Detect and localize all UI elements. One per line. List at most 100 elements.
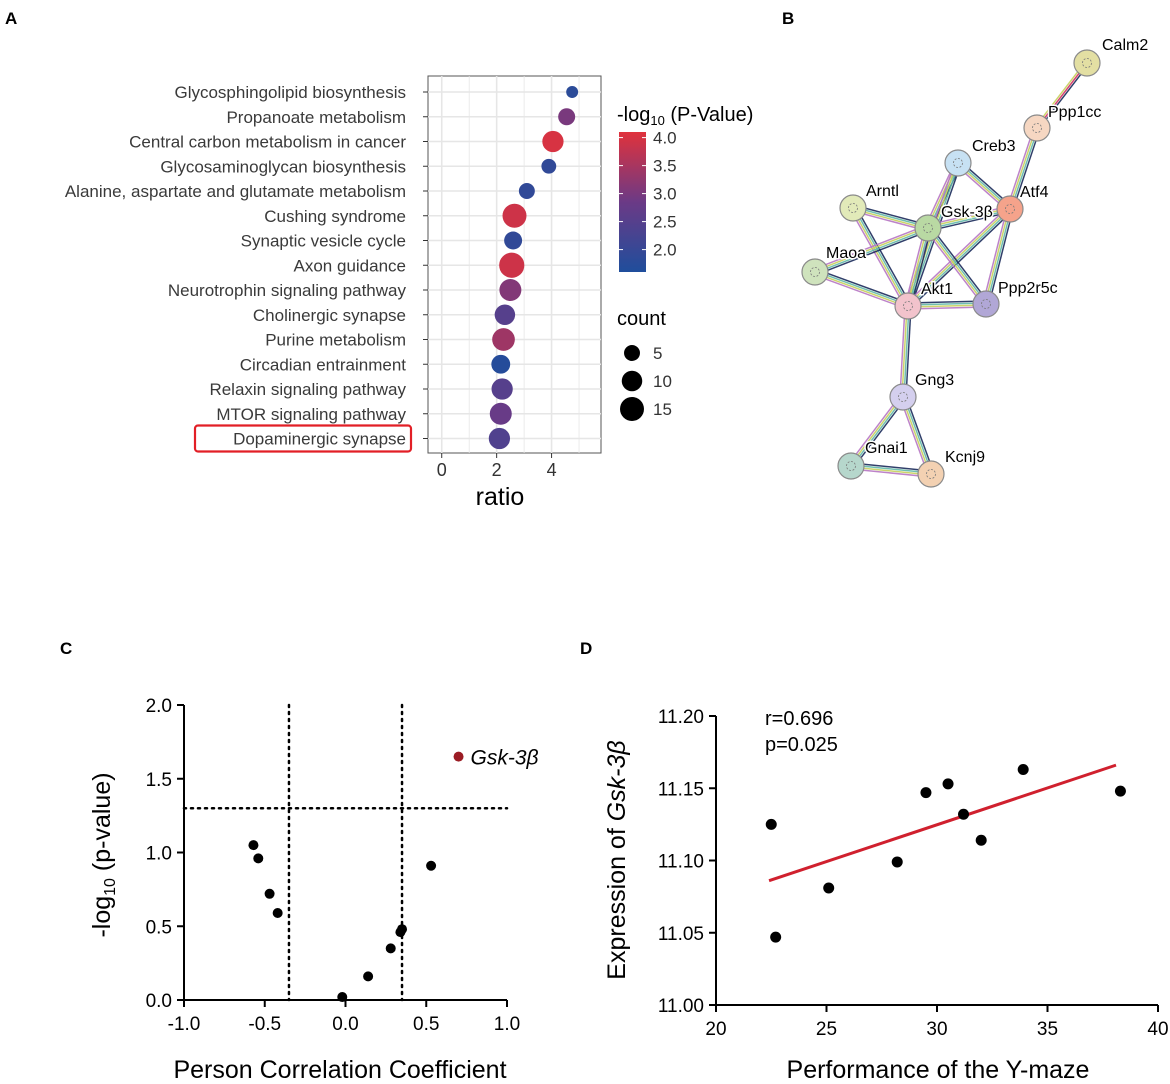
node-label: Arntl [866,183,899,200]
edge-strand [988,209,1014,305]
x-tick-label: 20 [705,1019,726,1040]
bubble [499,279,522,301]
network-edge [899,395,935,476]
network-edge [982,208,1014,305]
network-node: Gnai1 [837,439,909,480]
node-circle [1023,114,1051,142]
node-circle [801,258,829,286]
panel-label-c: C [60,639,72,658]
color-tick-label: 3.0 [653,185,677,204]
annotation-r: r=0.696 [765,708,833,730]
y-tick-label: Cushing syndrome [264,207,406,226]
node-label: Gng3 [915,372,954,389]
node-circle [837,452,865,480]
edge-strand [982,208,1008,304]
data-point [337,992,348,1003]
edge-strand [854,206,912,305]
edge-strand [851,462,932,472]
y-tick-label: 11.10 [658,852,704,873]
data-point [975,834,987,846]
edge-strand [815,228,929,274]
node-structure-icon [1005,204,1015,214]
bubble [499,252,525,278]
edge-strand [851,397,905,468]
y-axis-title: Expression of Gsk-3β [603,740,631,979]
y-tick-label: 1.0 [146,844,172,865]
edge-strand [899,305,906,397]
y-tick-label: 11.05 [658,924,704,945]
node-label: Maoa [826,245,866,262]
enrichment-bubble-chart: Glycosphingolipid biosynthesis Propanoate… [65,75,753,511]
edge-strand [903,396,933,474]
data-point [770,931,782,943]
size-legend-dot [624,345,640,361]
x-tick-label: -0.5 [248,1014,281,1035]
y-tick-label: 11.20 [658,707,704,728]
annotation-p: p=0.025 [765,734,838,756]
bubble [491,378,513,400]
edge-strand [849,209,907,308]
node-structure-icon [981,299,991,309]
node-structure-icon [846,461,856,471]
data-point [248,840,259,851]
network-edge [925,225,989,307]
node-circle [1073,49,1101,77]
edge-strand [814,272,908,308]
color-scale-bar [619,132,646,272]
edge-strand [901,305,908,397]
node-label: Ppp2r5c [998,280,1058,297]
panel-label-d: D [580,639,592,658]
edge-strand [927,207,1010,228]
y-tick-label: Purine metabolism [265,331,406,350]
edge-strand [910,228,932,307]
y-tick-label: 1.5 [146,770,172,791]
panel-label-a: A [5,9,17,28]
network-edge [927,205,1011,232]
edge-strand [853,207,910,306]
data-point [363,971,374,982]
node-structure-icon [926,469,936,479]
network-node: Ppp2r5c [972,279,1059,318]
edge-strand [925,229,985,307]
highlight-box [193,424,413,453]
protein-network: Calm2 Ppp1cc Creb3 Atf4 Arntl Gsk-3β Maoa Akt1 P… [801,36,1150,488]
data-point [264,888,275,899]
node-circle [839,194,867,222]
edge-strand [927,205,1010,226]
node-label: Akt1 [921,281,953,298]
edge-strand [1012,128,1041,211]
data-point [426,860,437,871]
edge-strand [908,209,1012,308]
x-axis-title: Person Correlation Coefficient [173,1056,506,1084]
x-tick-label: 0.0 [332,1014,358,1035]
size-legend-dot [621,370,643,392]
x-tick-label: -1.0 [168,1014,201,1035]
network-edge [1006,126,1041,211]
size-legend-dot [620,397,644,421]
edge-strand [815,268,910,304]
y-tick-label: 0.0 [146,991,172,1012]
network-node: Ppp1cc [1023,103,1103,142]
data-point [1114,785,1126,797]
y-tick-label: Glycosphingolipid biosynthesis [174,83,406,102]
bubble [518,183,535,199]
bubble [542,130,564,153]
data-point [920,787,932,799]
edge-strand [815,270,909,306]
edge-strand [899,397,929,476]
node-circle [996,195,1024,223]
bubble [504,231,523,250]
edge-strand [928,226,988,304]
edge-strand [1034,61,1087,128]
node-label: Calm2 [1102,37,1148,54]
y-tick-label: Central carbon metabolism in cancer [129,133,406,152]
edge-strand [905,395,935,474]
node-label: Atf4 [1020,184,1049,201]
network-node: Arntl [839,182,900,222]
x-tick-label: 0.5 [413,1014,439,1035]
y-tick-label: Synaptic vesicle cycle [241,232,406,251]
y-tick-label: 11.00 [658,996,704,1017]
edge-strand [904,227,926,306]
node-circle [917,460,945,488]
